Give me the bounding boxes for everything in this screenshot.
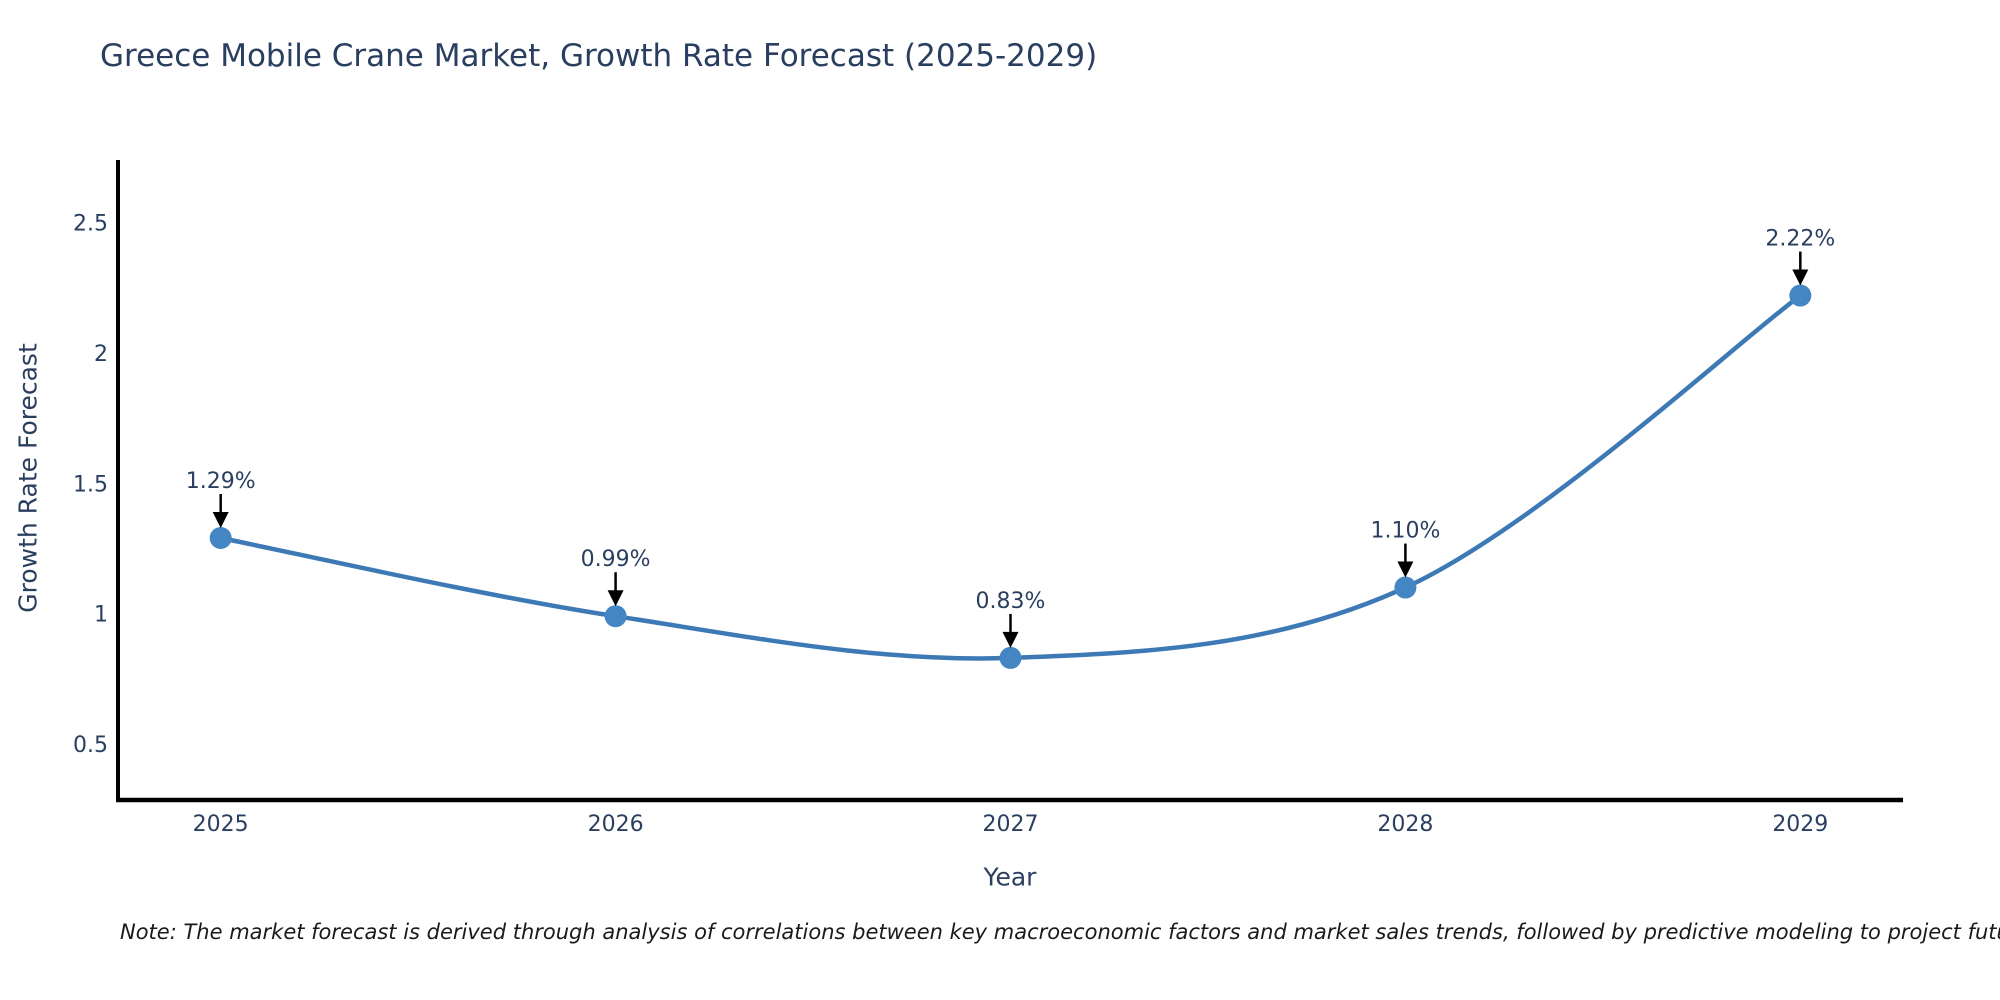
annotation-arrowhead-icon bbox=[212, 512, 229, 529]
annotation-arrowhead-icon bbox=[1002, 631, 1019, 648]
x-tick-label: 2025 bbox=[193, 812, 249, 837]
point-annotation-label: 0.83% bbox=[976, 589, 1046, 614]
data-point-marker[interactable] bbox=[1789, 284, 1812, 307]
y-tick-label: 1 bbox=[94, 603, 108, 628]
y-tick-label: 2 bbox=[94, 342, 108, 367]
x-tick-label: 2028 bbox=[1377, 812, 1433, 837]
x-tick-label: 2029 bbox=[1772, 812, 1828, 837]
annotation-arrowhead-icon bbox=[1792, 269, 1809, 286]
data-point-marker[interactable] bbox=[1394, 576, 1417, 599]
chart-title: Greece Mobile Crane Market, Growth Rate … bbox=[100, 38, 1098, 74]
y-tick-label: 1.5 bbox=[73, 472, 108, 497]
point-annotation-label: 2.22% bbox=[1765, 227, 1835, 252]
data-point-marker[interactable] bbox=[209, 527, 232, 550]
x-tick-label: 2026 bbox=[588, 812, 644, 837]
annotation-arrowhead-icon bbox=[1397, 561, 1414, 578]
y-tick-label: 0.5 bbox=[73, 733, 108, 758]
footnote: Note: The market forecast is derived thr… bbox=[120, 920, 2000, 944]
point-annotation-label: 0.99% bbox=[581, 547, 651, 572]
data-point-marker[interactable] bbox=[604, 605, 627, 628]
x-tick-label: 2027 bbox=[983, 812, 1039, 837]
point-annotation-label: 1.10% bbox=[1370, 519, 1440, 544]
x-axis-title: Year bbox=[983, 862, 1037, 892]
y-tick-label: 2.5 bbox=[73, 212, 108, 237]
annotation-arrowhead-icon bbox=[607, 590, 624, 607]
data-point-marker[interactable] bbox=[999, 646, 1022, 669]
point-annotation-label: 1.29% bbox=[186, 469, 256, 494]
